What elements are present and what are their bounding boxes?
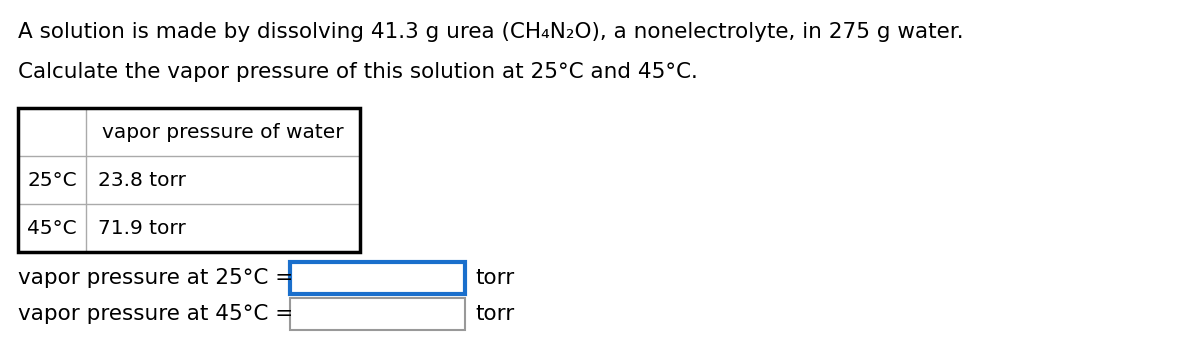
Text: vapor pressure at 45°C =: vapor pressure at 45°C = [18, 304, 293, 324]
Text: 23.8 torr: 23.8 torr [98, 171, 186, 189]
Text: 71.9 torr: 71.9 torr [98, 219, 186, 237]
Text: 25°C: 25°C [28, 171, 77, 189]
Text: A solution is made by dissolving 41.3 g urea (CH₄N₂O), a nonelectrolyte, in 275 : A solution is made by dissolving 41.3 g … [18, 22, 964, 42]
Text: torr: torr [475, 268, 515, 288]
Text: torr: torr [475, 304, 515, 324]
Text: vapor pressure of water: vapor pressure of water [102, 122, 344, 141]
Bar [290, 262, 466, 294]
Text: 45°C: 45°C [28, 219, 77, 237]
Text: Calculate the vapor pressure of this solution at 25°C and 45°C.: Calculate the vapor pressure of this sol… [18, 62, 698, 82]
Bar [290, 298, 466, 330]
Text: vapor pressure at 25°C =: vapor pressure at 25°C = [18, 268, 293, 288]
Bar [18, 108, 360, 252]
